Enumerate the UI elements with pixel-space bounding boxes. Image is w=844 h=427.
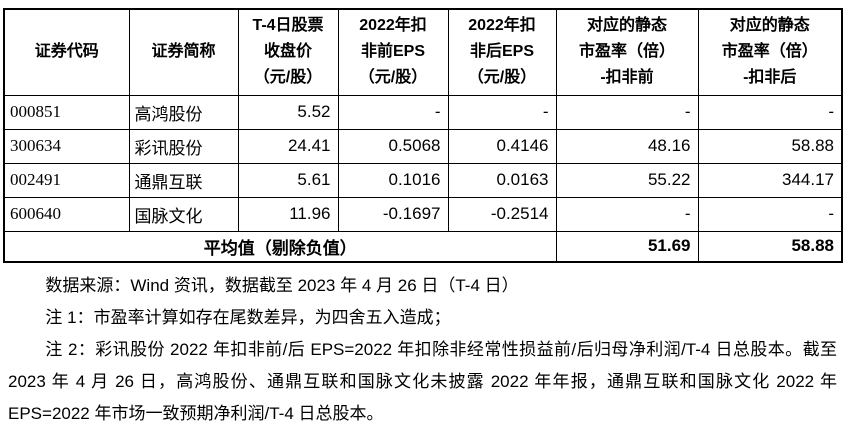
cell-security-name: 高鸿股份 [128, 94, 239, 130]
average-row: 平均值（剔除负值） 51.69 58.88 [3, 230, 843, 263]
note-1: 注 1：市盈率计算如存在尾数差异，为四舍五入造成； [45, 308, 451, 327]
cell-pe-pre: - [555, 196, 699, 232]
cell-pe-post: - [697, 196, 843, 232]
table-row: 000851 高鸿股份 5.52 - - - - [3, 94, 843, 130]
col-header-pe-pre: 对应的静态 市盈率（倍） -扣非前 [555, 8, 699, 96]
cell-eps-post: 0.0163 [447, 162, 557, 198]
cell-eps-pre: -0.1697 [337, 196, 449, 232]
pe-comparison-table: 证券代码 证券简称 T-4日股票 收盘价 （元/股） 2022年扣 非前EPS … [3, 8, 843, 263]
cell-close-price: 24.41 [237, 128, 339, 164]
cell-pe-post: 58.88 [697, 128, 843, 164]
table-row: 002491 通鼎互联 5.61 0.1016 0.0163 55.22 344… [3, 162, 843, 198]
col-header-eps-pre: 2022年扣 非前EPS （元/股） [337, 8, 449, 96]
data-source-note: 数据来源：Wind 资讯，数据截至 2023 年 4 月 26 日（T-4 日） [45, 276, 519, 295]
col-header-pe-post: 对应的静态 市盈率（倍） -扣非后 [697, 8, 843, 96]
note-2: 注 2：彩讯股份 2022 年扣非前/后 EPS=2022 年扣除非经常性损益前… [8, 340, 837, 423]
cell-eps-post: -0.2514 [447, 196, 557, 232]
table-header: 证券代码 证券简称 T-4日股票 收盘价 （元/股） 2022年扣 非前EPS … [3, 8, 843, 96]
col-header-eps-post: 2022年扣 非后EPS （元/股） [447, 8, 557, 96]
cell-security-name: 通鼎互联 [128, 162, 239, 198]
cell-close-price: 11.96 [237, 196, 339, 232]
cell-security-code: 002491 [3, 162, 130, 198]
cell-pe-pre: - [555, 94, 699, 130]
col-header-security-name: 证券简称 [128, 8, 239, 96]
header-row: 证券代码 证券简称 T-4日股票 收盘价 （元/股） 2022年扣 非前EPS … [3, 8, 843, 96]
table-row: 300634 彩讯股份 24.41 0.5068 0.4146 48.16 58… [3, 128, 843, 164]
cell-security-name: 国脉文化 [128, 196, 239, 232]
cell-eps-post: - [447, 94, 557, 130]
cell-eps-pre: 0.5068 [337, 128, 449, 164]
cell-pe-pre: 55.22 [555, 162, 699, 198]
cell-eps-pre: 0.1016 [337, 162, 449, 198]
col-header-close-price: T-4日股票 收盘价 （元/股） [237, 8, 339, 96]
cell-security-name: 彩讯股份 [128, 128, 239, 164]
cell-eps-post: 0.4146 [447, 128, 557, 164]
table-body: 000851 高鸿股份 5.52 - - - - 300634 彩讯股份 24.… [3, 94, 843, 263]
cell-pe-pre: 48.16 [555, 128, 699, 164]
cell-pe-post: - [697, 94, 843, 130]
average-pe-post: 58.88 [697, 230, 843, 263]
average-pe-pre: 51.69 [555, 230, 699, 263]
cell-security-code: 600640 [3, 196, 130, 232]
cell-close-price: 5.52 [237, 94, 339, 130]
cell-close-price: 5.61 [237, 162, 339, 198]
cell-eps-pre: - [337, 94, 449, 130]
cell-security-code: 300634 [3, 128, 130, 164]
cell-pe-post: 344.17 [697, 162, 843, 198]
table-row: 600640 国脉文化 11.96 -0.1697 -0.2514 - - [3, 196, 843, 232]
cell-security-code: 000851 [3, 94, 130, 130]
footnotes: 数据来源：Wind 资讯，数据截至 2023 年 4 月 26 日（T-4 日）… [3, 270, 841, 427]
average-label: 平均值（剔除负值） [3, 230, 557, 263]
col-header-security-code: 证券代码 [3, 8, 130, 96]
